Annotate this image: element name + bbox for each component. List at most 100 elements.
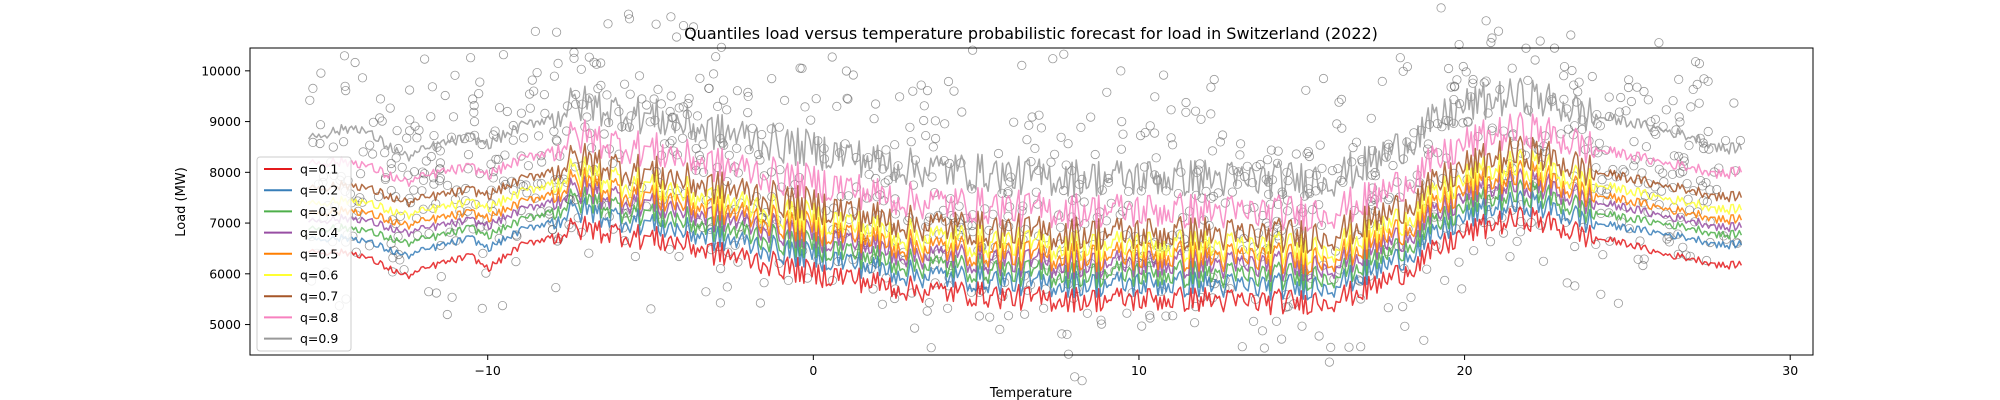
observed-point xyxy=(1481,76,1491,86)
observed-point xyxy=(1057,329,1067,339)
observed-point xyxy=(1449,95,1459,105)
observed-point xyxy=(350,57,360,68)
observed-point xyxy=(1314,331,1324,341)
observed-point xyxy=(1498,228,1509,238)
observed-point xyxy=(1395,53,1405,63)
observed-point xyxy=(1168,311,1178,321)
legend-label-q8: q=0.8 xyxy=(300,310,338,325)
observed-point xyxy=(757,130,767,140)
observed-point xyxy=(355,169,366,179)
observed-point xyxy=(1695,133,1705,143)
observed-point xyxy=(924,298,934,308)
observed-point xyxy=(732,143,742,153)
observed-point xyxy=(1454,257,1464,267)
observed-point xyxy=(1209,74,1219,85)
observed-point xyxy=(460,183,471,194)
observed-point xyxy=(1048,54,1058,64)
observed-point xyxy=(447,292,457,302)
observed-point xyxy=(722,282,732,292)
observed-point xyxy=(1082,308,1093,318)
observed-point xyxy=(1303,147,1314,157)
legend-label-q3: q=0.3 xyxy=(300,204,338,219)
observed-point xyxy=(1329,274,1339,284)
observed-point xyxy=(1097,185,1107,195)
observed-point xyxy=(395,211,405,221)
observed-point xyxy=(921,131,931,141)
observed-point xyxy=(1493,26,1504,36)
observed-point xyxy=(634,71,645,81)
observed-point xyxy=(385,103,395,113)
observed-point xyxy=(930,116,941,126)
observed-point xyxy=(498,50,509,60)
observed-point xyxy=(1675,117,1685,127)
observed-point xyxy=(1721,136,1731,146)
observed-point xyxy=(890,140,900,150)
observed-point xyxy=(429,131,439,141)
observed-point xyxy=(494,103,505,113)
observed-point xyxy=(877,299,888,309)
observed-point xyxy=(1003,187,1013,197)
observed-point xyxy=(1195,159,1205,169)
observed-point xyxy=(832,101,842,112)
observed-point xyxy=(367,149,378,159)
observed-point xyxy=(596,58,606,68)
observed-point xyxy=(800,102,810,112)
observed-point xyxy=(1654,164,1664,174)
observed-point xyxy=(465,53,476,63)
observed-point xyxy=(1264,189,1274,199)
observed-point xyxy=(1638,260,1648,271)
observed-point xyxy=(478,248,488,258)
observed-point xyxy=(1236,139,1246,149)
observed-point xyxy=(1291,149,1301,159)
observed-point xyxy=(1115,210,1125,220)
observed-point xyxy=(1003,311,1014,321)
observed-point xyxy=(409,185,419,195)
y-axis-label: Load (MW) xyxy=(174,167,189,237)
x-tick-label: 10 xyxy=(1131,363,1147,378)
observed-point xyxy=(1123,200,1133,210)
observed-point xyxy=(436,271,446,282)
observed-point xyxy=(599,129,609,139)
observed-point xyxy=(1118,129,1128,139)
observed-point xyxy=(871,173,881,184)
observed-point xyxy=(1633,254,1643,264)
plot-frame xyxy=(249,47,1814,356)
observed-point xyxy=(701,287,711,297)
observed-point xyxy=(922,306,932,316)
observed-point xyxy=(1704,144,1714,154)
observed-point xyxy=(530,193,541,203)
observed-point xyxy=(1616,92,1626,103)
observed-point xyxy=(1596,289,1606,299)
observed-point xyxy=(427,82,437,92)
observed-point xyxy=(1272,216,1282,226)
observed-point xyxy=(1702,255,1712,266)
observed-point xyxy=(1366,113,1376,123)
observed-point xyxy=(759,278,769,288)
observed-point xyxy=(1208,191,1219,201)
observed-point xyxy=(1685,251,1695,261)
observed-point xyxy=(881,145,891,155)
observed-point xyxy=(440,90,450,101)
observed-point xyxy=(1304,151,1315,162)
observed-point xyxy=(1573,87,1583,97)
observed-point xyxy=(1468,78,1478,88)
observed-point xyxy=(1151,153,1161,163)
observed-point xyxy=(868,284,878,294)
observed-point xyxy=(404,126,415,136)
observed-point xyxy=(1698,181,1708,191)
observed-point xyxy=(671,32,682,42)
observed-point xyxy=(864,169,874,179)
observed-point xyxy=(1629,161,1639,171)
observed-point xyxy=(1116,144,1127,154)
observed-point xyxy=(608,158,618,168)
observed-point xyxy=(1678,242,1688,252)
observed-point xyxy=(308,137,318,147)
legend-label-q5: q=0.5 xyxy=(300,246,338,261)
observed-point xyxy=(1161,311,1171,321)
observed-point xyxy=(1515,227,1526,237)
observed-point xyxy=(1566,30,1576,40)
observed-point xyxy=(1356,294,1366,304)
observed-point xyxy=(569,53,579,63)
observed-point xyxy=(666,91,676,101)
observed-point xyxy=(305,95,315,105)
